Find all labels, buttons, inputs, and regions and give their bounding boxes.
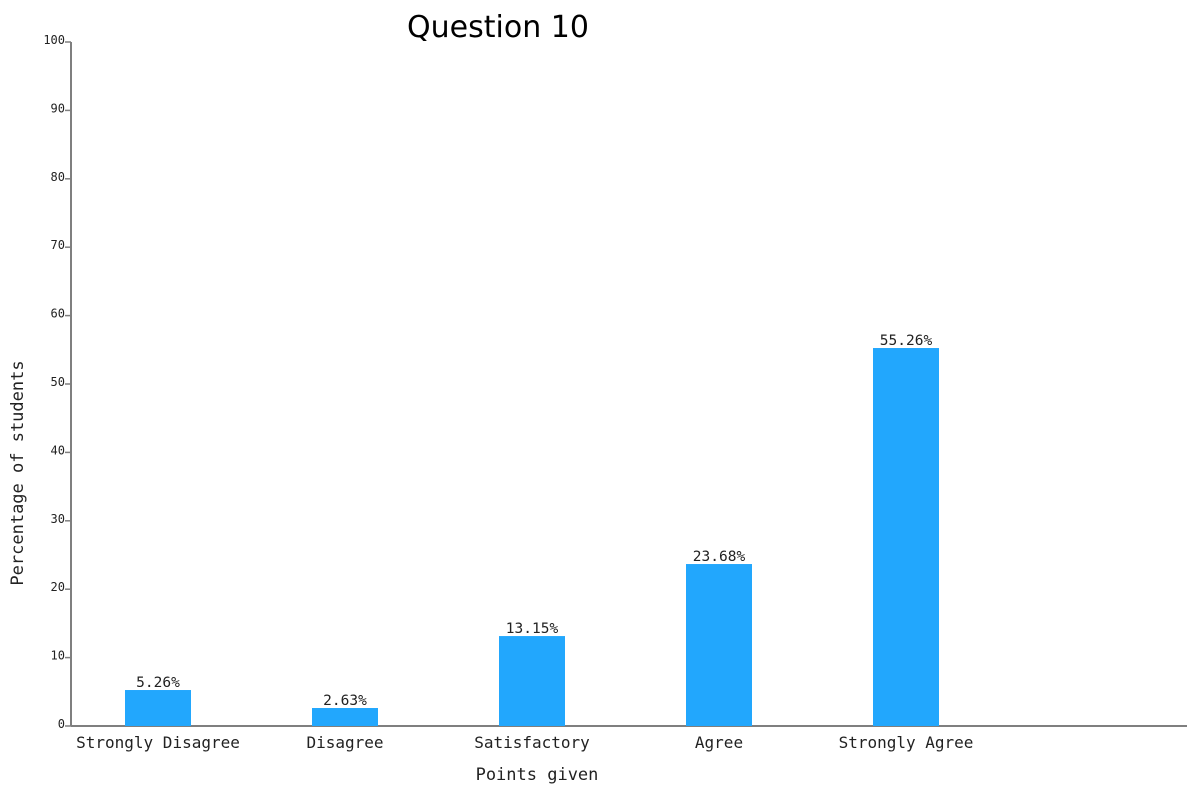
bar-value-label: 2.63% xyxy=(323,693,367,709)
bar-value-label: 5.26% xyxy=(136,675,180,691)
y-tick-label: 70 xyxy=(51,238,65,252)
x-tick-group: Strongly Disagree Disagree Satisfactory Agr… xyxy=(76,733,973,752)
y-tick-label: 80 xyxy=(51,170,65,184)
y-tick-label: 90 xyxy=(51,101,65,115)
data-label-group: 5.26% 2.63% 13.15% 23.68% 55.26% xyxy=(136,333,932,709)
bar-series xyxy=(125,348,939,726)
x-axis-title: Points given xyxy=(476,765,599,785)
y-tick-label: 20 xyxy=(51,580,65,594)
bar-value-label: 55.26% xyxy=(880,333,933,349)
chart-title: Question 10 xyxy=(407,10,589,45)
bar xyxy=(125,690,191,726)
y-tick-label: 50 xyxy=(51,375,65,389)
bar xyxy=(686,564,752,726)
x-tick-label: Strongly Agree xyxy=(839,733,974,752)
y-tick-label: 30 xyxy=(51,512,65,526)
y-tick-group: 0 10 20 30 40 50 60 70 80 90 100 xyxy=(43,33,71,731)
x-tick-label: Disagree xyxy=(306,733,383,752)
y-tick-label: 60 xyxy=(51,307,65,321)
x-tick-label: Strongly Disagree xyxy=(76,733,240,752)
y-tick-label: 100 xyxy=(43,33,65,47)
bar xyxy=(873,348,939,726)
y-tick-label: 40 xyxy=(51,443,65,457)
bar-value-label: 13.15% xyxy=(506,621,559,637)
y-tick-label: 10 xyxy=(51,649,65,663)
y-tick-label: 0 xyxy=(58,717,65,731)
x-tick-label: Agree xyxy=(695,733,743,752)
bar xyxy=(312,708,378,726)
bar-value-label: 23.68% xyxy=(693,549,746,565)
y-axis-title: Percentage of students xyxy=(8,360,28,585)
bar xyxy=(499,636,565,726)
x-tick-label: Satisfactory xyxy=(474,733,590,752)
